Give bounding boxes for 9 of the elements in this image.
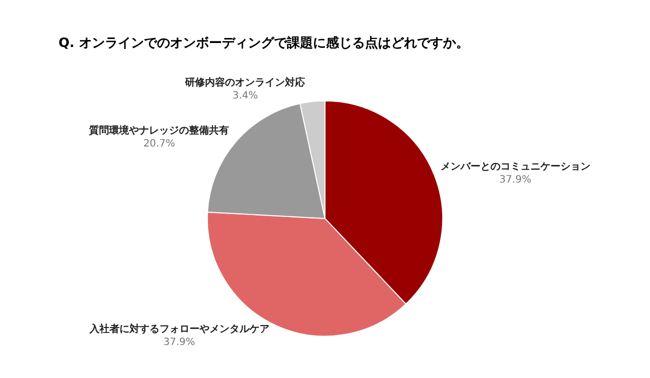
slice-label: メンバーとのコミュニケーション (440, 161, 590, 172)
slice-label: 研修内容のオンライン対応 (184, 76, 306, 89)
data-label: 3.4% (232, 90, 258, 102)
data-label: 37.9% (163, 337, 196, 348)
slice-label: 入社者に対するフォローやメンタルケア (88, 323, 270, 336)
data-label: 37.9% (499, 174, 532, 186)
slice-label: 質問環境やナレッジの整備共有 (88, 124, 230, 136)
data-label: 20.7% (143, 138, 176, 150)
chart-title: Q. オンラインでのオンボーディングで課題に感じる点はどれですか。 (58, 34, 470, 51)
